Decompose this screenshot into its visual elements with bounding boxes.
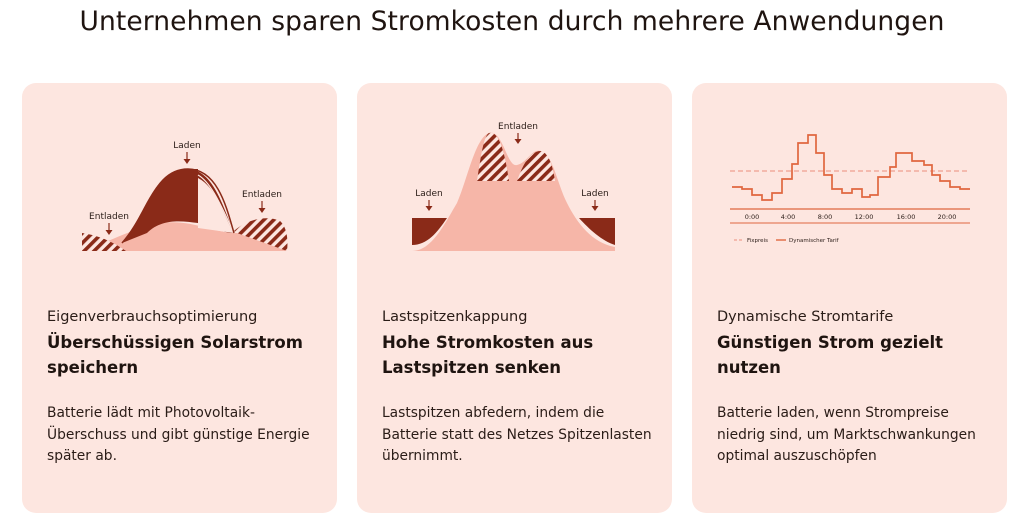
arrow-down-icon	[425, 206, 433, 211]
legend-fixed: Fixpreis	[747, 238, 768, 244]
legend-dynamic: Dynamischer Tarif	[789, 238, 840, 244]
discharge-area-left	[82, 233, 126, 251]
arrow-down-icon	[183, 159, 191, 164]
card-headline: Hohe Stromkosten aus Lastspitzen senken	[382, 333, 594, 377]
label-discharge-right: Entladen	[242, 190, 282, 200]
card-peak-shaving: Entladen Laden Laden Lastspitzenkappung …	[357, 83, 672, 513]
label-charge-left: Laden	[415, 189, 442, 199]
dynamic-tariff-line	[732, 134, 970, 201]
tick-label: 16:00	[897, 213, 916, 221]
charge-area	[412, 218, 615, 245]
card-eyebrow: Eigenverbrauchsoptimierung	[47, 309, 258, 325]
card-headline: Günstigen Strom gezielt nutzen	[717, 333, 944, 377]
card-description: Batterie laden, wenn Strompreise niedrig…	[717, 405, 976, 464]
discharge-area	[477, 132, 509, 181]
tick-label: 12:00	[855, 213, 874, 221]
card-description: Lastspitzen abfedern, indem die Batterie…	[382, 405, 652, 464]
arrow-down-icon	[258, 208, 266, 213]
tariff-illustration: 0:00 4:00 8:00 12:00 16:00 20:00 Fixprei…	[730, 134, 970, 244]
page-title: Unternehmen sparen Stromkosten durch meh…	[79, 6, 945, 37]
card-eyebrow: Lastspitzenkappung	[382, 309, 528, 325]
discharge-area	[517, 151, 555, 181]
label-charge-right: Laden	[581, 189, 608, 199]
label-charge: Laden	[173, 141, 200, 151]
label-discharge-left: Entladen	[89, 212, 129, 222]
peak-shaving-illustration: Entladen Laden Laden	[412, 122, 615, 251]
tick-label: 4:00	[781, 213, 796, 221]
label-discharge: Entladen	[498, 122, 538, 132]
card-eyebrow: Dynamische Stromtarife	[717, 309, 894, 325]
tick-label: 8:00	[818, 213, 833, 221]
arrow-down-icon	[514, 139, 522, 144]
card-dynamic-tariffs: 0:00 4:00 8:00 12:00 16:00 20:00 Fixprei…	[692, 83, 1007, 513]
arrow-down-icon	[105, 230, 113, 235]
card-self-consumption: Laden Entladen Entladen Eigenverbrauchso…	[22, 83, 337, 513]
arrow-down-icon	[591, 206, 599, 211]
solar-storage-illustration: Laden Entladen Entladen	[82, 141, 288, 251]
card-headline: Überschüssigen Solarstrom speichern	[47, 333, 303, 377]
tick-label: 20:00	[938, 213, 957, 221]
discharge-area-right	[234, 218, 288, 251]
card-description: Batterie lädt mit Photovoltaik-Überschus…	[47, 405, 310, 464]
charge-area	[122, 169, 198, 243]
tick-label: 0:00	[745, 213, 760, 221]
